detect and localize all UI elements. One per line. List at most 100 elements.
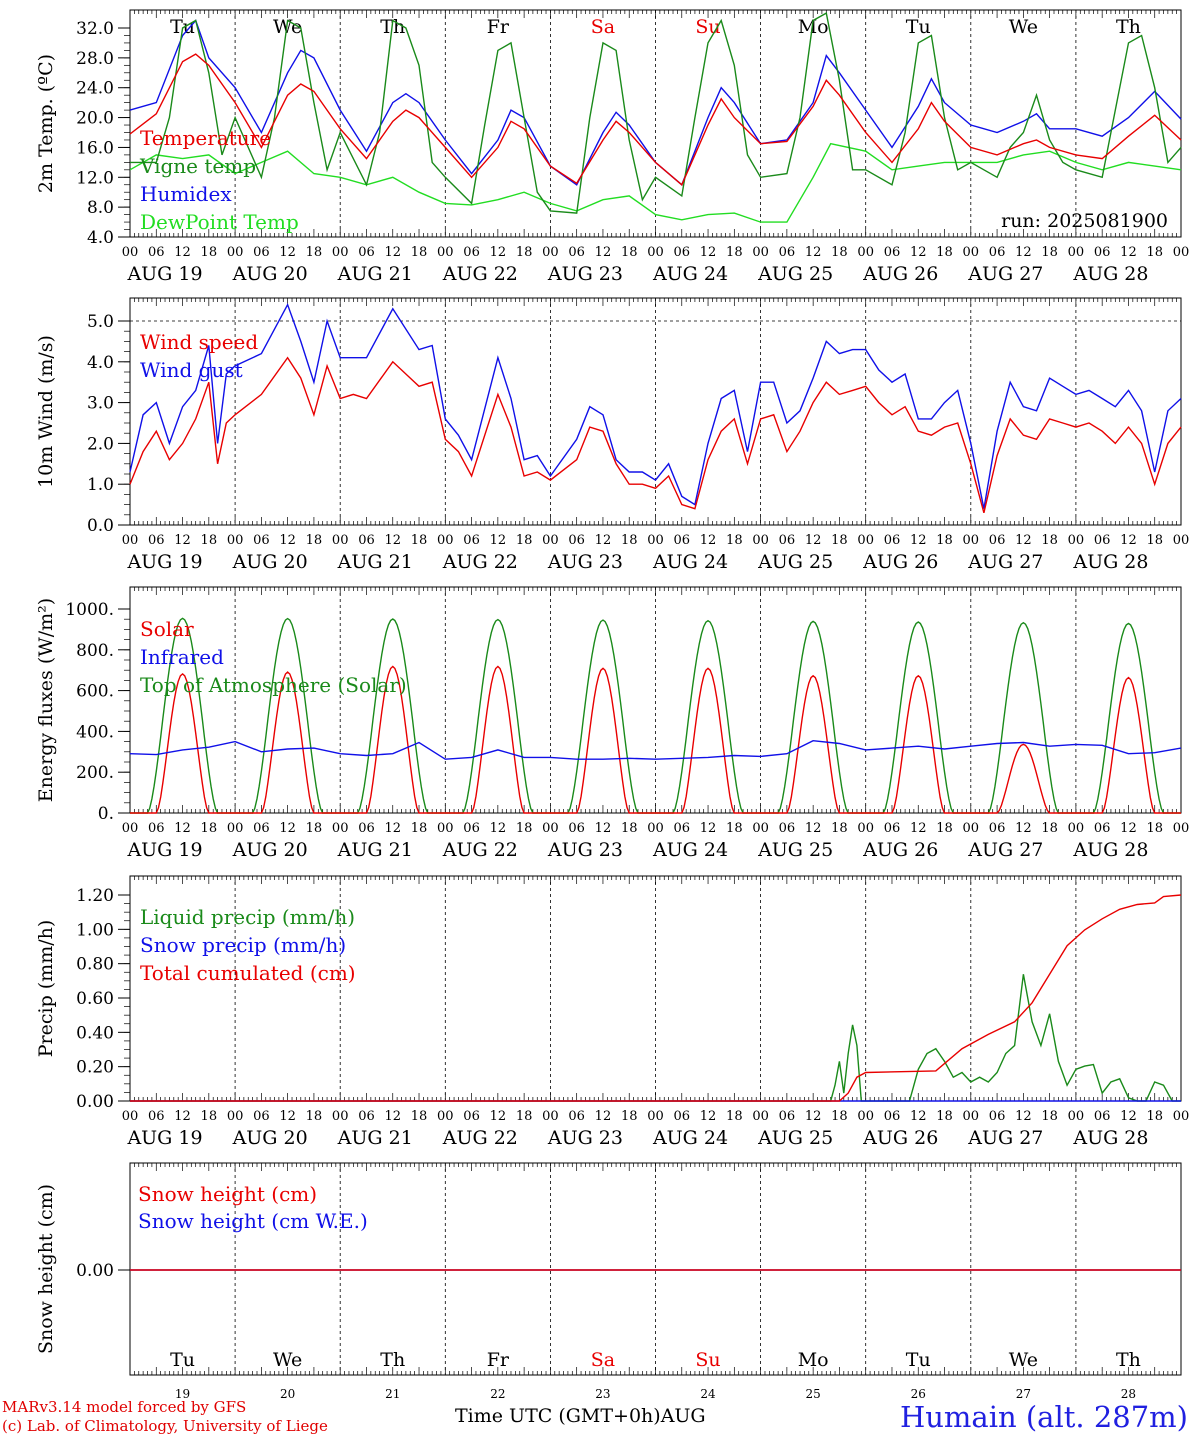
hour-label: 00 xyxy=(542,245,559,260)
y-tick-label: 0.00 xyxy=(76,1261,114,1281)
y-tick-label: 8.0 xyxy=(87,198,114,218)
hour-label: 00 xyxy=(857,821,874,836)
hour-label: 18 xyxy=(1146,821,1163,836)
hour-label: 12 xyxy=(910,245,927,260)
hour-label: 06 xyxy=(989,821,1006,836)
hour-label: 12 xyxy=(384,245,401,260)
hour-label: 18 xyxy=(411,1109,428,1124)
series-infrared xyxy=(129,739,1182,760)
date-label: AUG 21 xyxy=(337,551,413,573)
hour-label: 18 xyxy=(1041,1109,1058,1124)
date-label: AUG 27 xyxy=(967,1127,1043,1149)
date-label: AUG 28 xyxy=(1072,551,1148,573)
station-label: Humain (alt. 287m) xyxy=(899,1400,1188,1434)
date-label: AUG 27 xyxy=(967,263,1043,285)
hour-label: 00 xyxy=(122,533,139,548)
run-annotation: run: 2025081900 xyxy=(1001,210,1168,232)
hour-label: 12 xyxy=(1015,1109,1032,1124)
hour-label: 06 xyxy=(1094,821,1111,836)
date-label: AUG 23 xyxy=(547,551,623,573)
legend-infrared: Infrared xyxy=(140,645,224,669)
hour-label: 18 xyxy=(201,821,218,836)
hour-label: 12 xyxy=(595,1109,612,1124)
hour-label: 00 xyxy=(332,1109,349,1124)
hour-label: 06 xyxy=(148,245,165,260)
hour-label: 00 xyxy=(1068,1109,1085,1124)
hour-label: 00 xyxy=(437,821,454,836)
hour-label: 00 xyxy=(963,245,980,260)
date-label: AUG 20 xyxy=(232,263,308,285)
hour-label: 12 xyxy=(805,1109,822,1124)
day-number-label: 26 xyxy=(911,1387,926,1401)
hour-label: 12 xyxy=(1015,245,1032,260)
hour-label: 18 xyxy=(516,245,533,260)
date-label: AUG 25 xyxy=(757,551,833,573)
hour-label: 12 xyxy=(1120,245,1137,260)
date-label: AUG 22 xyxy=(442,551,518,573)
hour-label: 00 xyxy=(857,245,874,260)
day-number-label: 28 xyxy=(1121,1387,1136,1401)
hour-label: 18 xyxy=(936,821,953,836)
weekday-label: Fr xyxy=(487,1349,510,1371)
date-label: AUG 25 xyxy=(757,1127,833,1149)
date-label: AUG 24 xyxy=(652,263,728,285)
weekday-label: Fr xyxy=(487,16,510,38)
legend-temperature: Temperature xyxy=(140,126,271,150)
y-tick-label: 1.0 xyxy=(87,475,114,495)
hour-label: 12 xyxy=(174,533,191,548)
date-label: AUG 27 xyxy=(967,551,1043,573)
hour-label: 06 xyxy=(779,821,796,836)
hour-label: 18 xyxy=(411,533,428,548)
hour-label: 12 xyxy=(1120,821,1137,836)
hour-label: 06 xyxy=(253,821,270,836)
day-number-label: 24 xyxy=(700,1387,716,1401)
date-label: AUG 23 xyxy=(547,263,623,285)
weekday-label: Tu xyxy=(906,16,931,38)
hour-label: 12 xyxy=(1015,533,1032,548)
hour-label: 12 xyxy=(279,821,296,836)
hour-label: 18 xyxy=(516,533,533,548)
hour-label: 12 xyxy=(279,533,296,548)
y-tick-label: 4.0 xyxy=(87,353,114,373)
model-credit: MARv3.14 model forced by GFS (c) Lab. of… xyxy=(2,1398,328,1436)
hour-label: 06 xyxy=(1094,533,1111,548)
legend-solar: Solar xyxy=(140,617,194,641)
date-label: AUG 25 xyxy=(757,263,833,285)
legend-snow-precip-mm-h-: Snow precip (mm/h) xyxy=(140,933,346,957)
weekday-label: Tu xyxy=(170,1349,195,1371)
hour-label: 06 xyxy=(568,245,585,260)
hour-label: 00 xyxy=(1068,245,1085,260)
y-tick-label: 12.0 xyxy=(76,168,114,188)
hour-label: 12 xyxy=(700,533,717,548)
hour-label: 12 xyxy=(910,821,927,836)
date-label: AUG 27 xyxy=(967,839,1043,861)
hour-label: 12 xyxy=(805,821,822,836)
date-label: AUG 24 xyxy=(652,839,728,861)
hour-label: 12 xyxy=(1120,1109,1137,1124)
time-axis-text: Time UTC (GMT+0h) xyxy=(455,1405,661,1427)
date-label: AUG 24 xyxy=(652,551,728,573)
hour-label: 06 xyxy=(148,821,165,836)
date-label: AUG 19 xyxy=(126,1127,202,1149)
hour-label: 06 xyxy=(1094,1109,1111,1124)
series-total-cumulated-cm- xyxy=(130,894,1182,1102)
hour-label: 18 xyxy=(726,245,743,260)
hour-label: 00 xyxy=(227,1109,244,1124)
hour-label: 06 xyxy=(884,821,901,836)
day-number-label: 27 xyxy=(1016,1387,1031,1401)
hour-label: 18 xyxy=(411,821,428,836)
hour-label: 12 xyxy=(174,821,191,836)
date-label: AUG 19 xyxy=(126,551,202,573)
hour-label: 18 xyxy=(1146,533,1163,548)
weekday-label: Tu xyxy=(906,1349,931,1371)
y-tick-label: 3.0 xyxy=(87,394,114,414)
hour-label: 12 xyxy=(490,821,507,836)
hour-label: 18 xyxy=(516,1109,533,1124)
hour-label: 12 xyxy=(700,245,717,260)
date-label: AUG 20 xyxy=(232,551,308,573)
hour-label: 06 xyxy=(884,245,901,260)
hour-label: 18 xyxy=(726,821,743,836)
y-axis-label: Precip (mm/h) xyxy=(35,920,57,1058)
hour-label: 06 xyxy=(253,1109,270,1124)
hour-label: 06 xyxy=(674,533,691,548)
